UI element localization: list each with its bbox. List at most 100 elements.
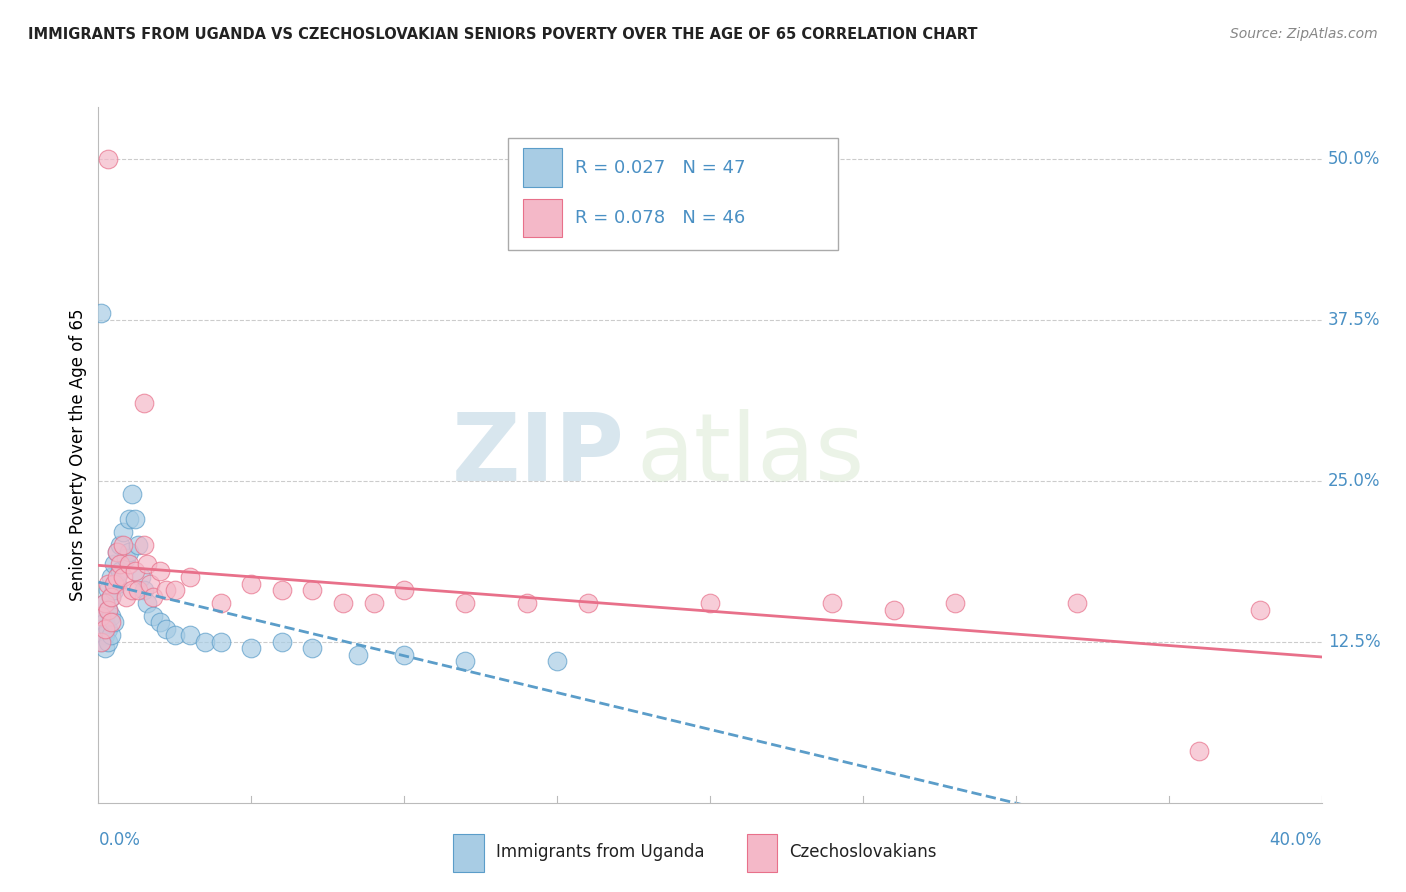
Point [209, 634, 232, 648]
FancyBboxPatch shape [508, 138, 838, 250]
FancyBboxPatch shape [523, 148, 562, 186]
Text: IMMIGRANTS FROM UGANDA VS CZECHOSLOVAKIAN SENIORS POVERTY OVER THE AGE OF 65 COR: IMMIGRANTS FROM UGANDA VS CZECHOSLOVAKIA… [28, 27, 977, 42]
Point [108, 564, 131, 578]
Point [699, 596, 721, 610]
Point [93, 615, 115, 630]
Point [100, 590, 122, 604]
Point [105, 570, 128, 584]
Point [179, 628, 201, 642]
Point [134, 583, 156, 598]
Point [103, 615, 125, 630]
Point [105, 576, 128, 591]
Point [118, 512, 141, 526]
Text: 12.5%: 12.5% [1327, 632, 1381, 651]
Point [97, 576, 120, 591]
Y-axis label: Seniors Poverty Over the Age of 65: Seniors Poverty Over the Age of 65 [69, 309, 87, 601]
FancyBboxPatch shape [453, 834, 484, 872]
Point [821, 596, 844, 610]
Point [100, 609, 122, 624]
Point [454, 654, 477, 668]
Point [149, 615, 172, 630]
Point [118, 558, 141, 572]
Point [163, 628, 186, 642]
Point [103, 576, 125, 591]
Text: atlas: atlas [637, 409, 865, 501]
Point [127, 583, 149, 598]
Point [943, 596, 966, 610]
Point [90, 609, 112, 624]
Point [93, 622, 115, 636]
Point [103, 558, 125, 572]
Point [155, 583, 177, 598]
Point [139, 576, 162, 591]
Point [90, 634, 112, 648]
Point [163, 583, 186, 598]
Point [179, 570, 201, 584]
Text: R = 0.027   N = 47: R = 0.027 N = 47 [575, 159, 747, 177]
Point [347, 648, 370, 662]
Point [149, 564, 172, 578]
Point [100, 590, 122, 604]
Point [90, 306, 112, 320]
Text: 0.0%: 0.0% [98, 830, 141, 848]
Point [136, 558, 159, 572]
Text: 50.0%: 50.0% [1327, 150, 1381, 168]
Point [111, 525, 134, 540]
Point [454, 596, 477, 610]
Point [103, 583, 125, 598]
Point [127, 538, 149, 552]
Point [301, 583, 323, 598]
Point [134, 396, 156, 410]
Point [136, 596, 159, 610]
Point [516, 596, 538, 610]
Point [121, 583, 143, 598]
Point [270, 583, 292, 598]
Point [108, 538, 131, 552]
Point [392, 648, 416, 662]
Point [121, 486, 143, 500]
Point [546, 654, 568, 668]
Point [90, 609, 112, 624]
Point [363, 596, 385, 610]
Text: 37.5%: 37.5% [1327, 310, 1381, 328]
Point [97, 152, 120, 166]
Point [142, 609, 165, 624]
Point [124, 564, 146, 578]
Point [240, 641, 263, 656]
Point [142, 590, 165, 604]
Point [100, 570, 122, 584]
Point [93, 596, 115, 610]
Text: ZIP: ZIP [451, 409, 624, 501]
Point [97, 602, 120, 616]
Point [93, 641, 115, 656]
Point [1066, 596, 1088, 610]
Point [883, 602, 905, 616]
Point [115, 590, 138, 604]
FancyBboxPatch shape [523, 199, 562, 237]
Point [100, 615, 122, 630]
Text: Immigrants from Uganda: Immigrants from Uganda [496, 843, 704, 861]
Point [1188, 744, 1211, 758]
Point [194, 634, 217, 648]
Point [129, 570, 152, 584]
Point [155, 622, 177, 636]
Point [1249, 602, 1271, 616]
Point [124, 512, 146, 526]
Point [90, 622, 112, 636]
Text: 25.0%: 25.0% [1327, 472, 1381, 490]
Point [134, 538, 156, 552]
Point [332, 596, 354, 610]
Point [111, 538, 134, 552]
Point [100, 628, 122, 642]
Point [209, 596, 232, 610]
Point [105, 544, 128, 558]
Point [105, 544, 128, 558]
Point [93, 596, 115, 610]
Point [111, 570, 134, 584]
Text: 40.0%: 40.0% [1270, 830, 1322, 848]
Point [392, 583, 416, 598]
Text: Czechoslovakians: Czechoslovakians [790, 843, 936, 861]
Text: R = 0.078   N = 46: R = 0.078 N = 46 [575, 210, 745, 227]
Point [108, 558, 131, 572]
Point [97, 602, 120, 616]
